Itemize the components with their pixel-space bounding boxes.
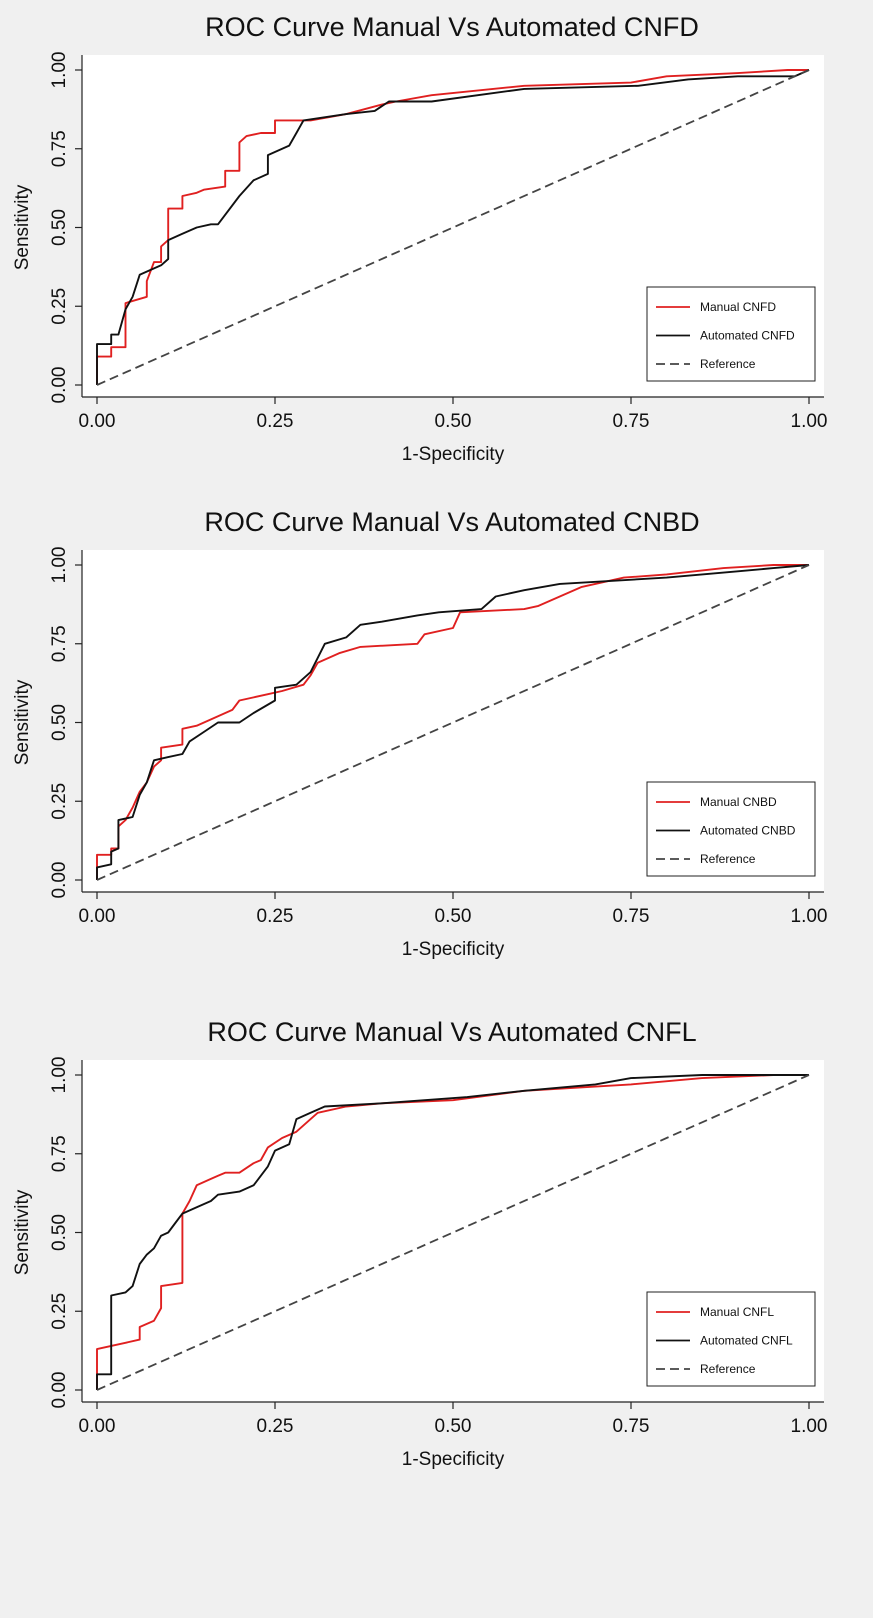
y-axis-label: Sensitivity [12, 184, 33, 270]
y-tick-label: 0.25 [49, 288, 70, 325]
x-tick-label: 0.00 [79, 411, 116, 432]
chart-panel-cnfd: ROC Curve Manual Vs Automated CNFD 0.00 0.… [0, 0, 873, 495]
legend-label: Manual CNFL [700, 1305, 774, 1319]
y-tick-label: 1.00 [49, 52, 70, 89]
x-axis-label: 1-Specificity [402, 939, 505, 960]
x-tick-label: 0.25 [257, 906, 294, 927]
chart-title: ROC Curve Manual Vs Automated CNFL [207, 1017, 696, 1047]
series-line-manual-cnbd [96, 564, 809, 880]
series-line-reference [96, 69, 810, 386]
y-tick-label: 0.00 [49, 862, 70, 899]
x-tick-label: 1.00 [791, 1416, 828, 1437]
chart-title: ROC Curve Manual Vs Automated CNBD [204, 507, 699, 537]
roc-chart-cnbd: ROC Curve Manual Vs Automated CNBD 0.00 0.… [12, 507, 828, 960]
y-axis-label: Sensitivity [12, 679, 33, 765]
x-tick-label: 0.50 [435, 906, 472, 927]
y-tick-label: 0.75 [49, 1135, 70, 1172]
x-tick-label: 0.75 [613, 411, 650, 432]
chart-title: ROC Curve Manual Vs Automated CNFD [205, 12, 699, 42]
legend: Manual CNBD Automated CNBD Reference [646, 781, 816, 877]
chart-panel-cnfl: ROC Curve Manual Vs Automated CNFL 0.00 0.… [0, 1005, 873, 1500]
x-tick-label: 0.00 [79, 906, 116, 927]
roc-chart-cnfd: ROC Curve Manual Vs Automated CNFD 0.00 0.… [12, 12, 828, 465]
series-line-automated-cnbd [96, 564, 810, 880]
x-tick-label: 0.50 [435, 1416, 472, 1437]
x-axis-label: 1-Specificity [402, 1449, 505, 1470]
x-tick-label: 0.25 [257, 1416, 294, 1437]
legend-label: Reference [700, 357, 756, 371]
legend: Manual CNFD Automated CNFD Reference [646, 286, 816, 382]
x-tick-label: 0.25 [257, 411, 294, 432]
legend-label: Reference [700, 1362, 756, 1376]
y-tick-label: 0.50 [49, 209, 70, 246]
legend-box [646, 781, 816, 877]
y-tick-label: 1.00 [49, 1057, 70, 1094]
x-tick-label: 0.75 [613, 906, 650, 927]
x-tick-label: 0.00 [79, 1416, 116, 1437]
legend: Manual CNFL Automated CNFL Reference [646, 1291, 816, 1387]
legend-label: Manual CNBD [700, 795, 777, 809]
chart-panel-cnbd: ROC Curve Manual Vs Automated CNBD 0.00 0.… [0, 495, 873, 990]
y-tick-label: 0.50 [49, 704, 70, 741]
y-tick-label: 0.25 [49, 783, 70, 820]
x-tick-label: 0.75 [613, 1416, 650, 1437]
legend-label: Automated CNFL [700, 1334, 793, 1348]
y-tick-label: 0.00 [49, 367, 70, 404]
y-tick-label: 0.25 [49, 1293, 70, 1330]
series-line-manual-cnfl [96, 1074, 809, 1390]
y-tick-label: 1.00 [49, 547, 70, 584]
series-line-reference [96, 1074, 810, 1391]
y-tick-label: 0.75 [49, 130, 70, 167]
legend-label: Automated CNFD [700, 329, 795, 343]
legend-label: Reference [700, 852, 756, 866]
series-line-manual-cnfd [96, 69, 809, 385]
y-tick-label: 0.50 [49, 1214, 70, 1251]
roc-chart-cnfl: ROC Curve Manual Vs Automated CNFL 0.00 0.… [12, 1017, 828, 1470]
legend-box [646, 1291, 816, 1387]
legend-label: Automated CNBD [700, 824, 796, 838]
y-axis-label: Sensitivity [12, 1189, 33, 1275]
x-tick-label: 1.00 [791, 906, 828, 927]
y-tick-label: 0.00 [49, 1372, 70, 1409]
x-axis-label: 1-Specificity [402, 444, 505, 465]
x-tick-label: 0.50 [435, 411, 472, 432]
series-line-reference [96, 564, 810, 881]
x-tick-label: 1.00 [791, 411, 828, 432]
legend-label: Manual CNFD [700, 300, 776, 314]
series-line-automated-cnfl [96, 1074, 809, 1390]
series-line-automated-cnfd [96, 69, 810, 385]
y-tick-label: 0.75 [49, 625, 70, 662]
legend-box [646, 286, 816, 382]
